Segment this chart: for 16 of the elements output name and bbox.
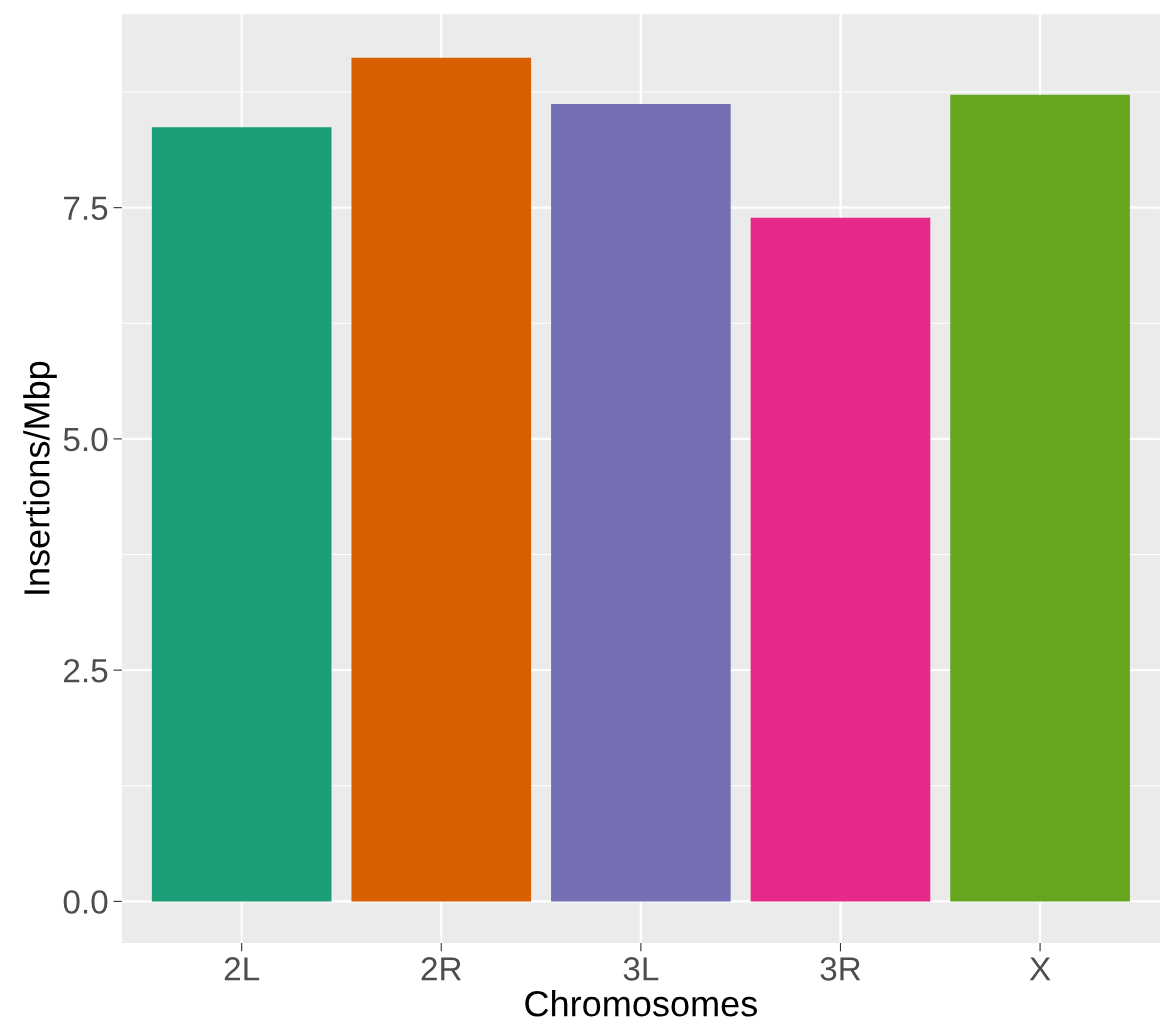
x-tick-label: 2L xyxy=(224,957,260,981)
bar xyxy=(351,57,532,902)
y-axis-title: Insertions/Mbp xyxy=(23,361,57,594)
bar xyxy=(151,127,332,902)
bar xyxy=(950,94,1130,902)
y-tick-label: 7.5 xyxy=(64,196,108,221)
x-tick-label: 3L xyxy=(623,957,659,981)
y-tick-label: 2.5 xyxy=(64,658,108,683)
y-tick-label: 5.0 xyxy=(63,427,108,452)
x-axis-title: Chromosomes xyxy=(525,990,757,1017)
y-tick-label: 0.0 xyxy=(63,890,108,914)
bar xyxy=(551,104,731,902)
x-tick-label: 3R xyxy=(820,957,861,981)
bar xyxy=(750,217,931,902)
x-tick-label: 2R xyxy=(421,957,462,981)
x-tick-label: X xyxy=(1029,957,1051,981)
